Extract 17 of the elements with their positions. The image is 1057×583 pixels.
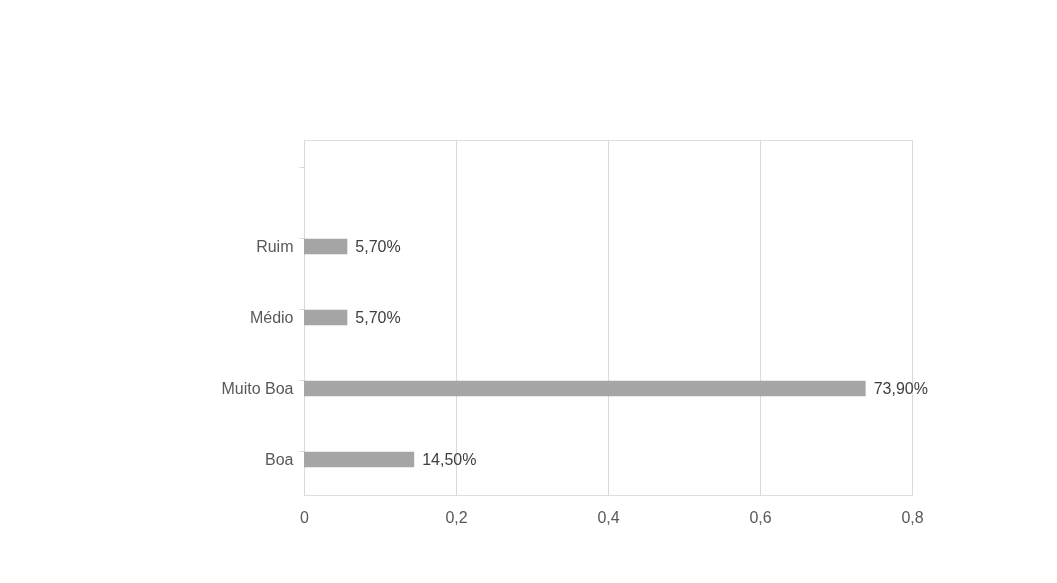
data-label: 5,70% xyxy=(355,308,401,326)
data-label: 14,50% xyxy=(422,450,477,468)
y-tick-label: Ruim xyxy=(256,237,294,255)
x-tick-label: 0,8 xyxy=(901,508,924,526)
x-tick-label: 0 xyxy=(300,508,310,526)
bar xyxy=(304,309,348,326)
bar xyxy=(304,451,415,468)
x-tick-label: 0,6 xyxy=(749,508,772,526)
x-tick-label: 0,4 xyxy=(597,508,620,526)
y-tick-label: Muito Boa xyxy=(221,379,294,397)
y-tick-label: Médio xyxy=(249,308,294,326)
data-label: 5,70% xyxy=(355,237,401,255)
bar xyxy=(304,380,866,397)
y-tick-label: Boa xyxy=(265,450,294,468)
x-tick-label: 0,2 xyxy=(445,508,468,526)
data-label: 73,90% xyxy=(873,379,928,397)
bar xyxy=(304,238,348,255)
